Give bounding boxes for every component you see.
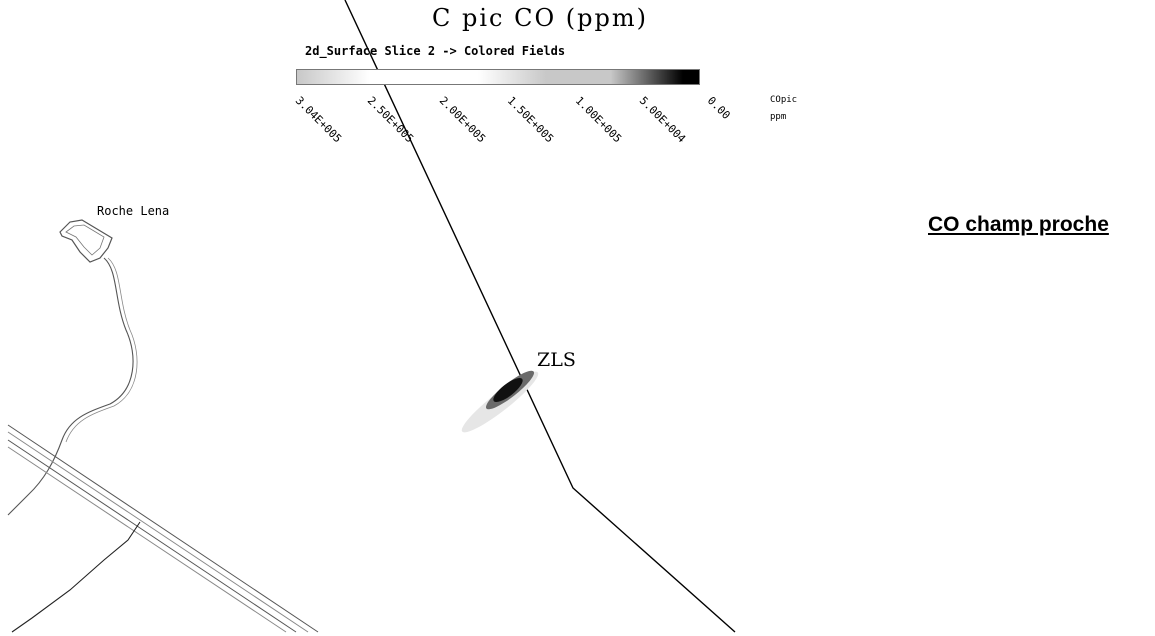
colorbar-unit: ppm	[770, 112, 787, 122]
highway-edge-2	[7, 431, 309, 633]
colorbar	[296, 69, 700, 85]
highway-edge-1	[7, 424, 319, 633]
figure-subtitle: 2d_Surface Slice 2 -> Colored Fields	[305, 44, 566, 58]
boundary-line	[344, 0, 736, 633]
winding-road-track-2	[65, 257, 138, 443]
zls-label: ZLS	[537, 349, 576, 371]
highway-edge-4	[7, 446, 287, 633]
figure-title: C pic CO (ppm)	[432, 4, 648, 32]
highway-edge-3	[7, 439, 297, 633]
winding-road-track	[7, 257, 134, 516]
roche-lena-label: Roche Lena	[97, 204, 170, 218]
colorbar-unit-name: COpic	[770, 95, 798, 105]
section-heading: CO champ proche	[928, 213, 1109, 236]
co-plume-core	[493, 377, 523, 403]
winding-road-inner	[65, 224, 105, 256]
winding-road	[59, 219, 113, 263]
branch-road	[11, 521, 141, 633]
